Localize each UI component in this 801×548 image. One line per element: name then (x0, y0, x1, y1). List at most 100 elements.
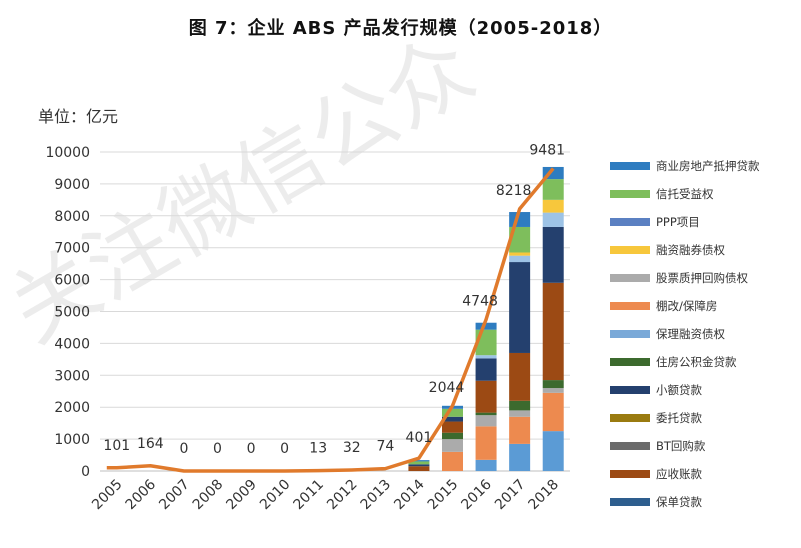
chart-title: 图 7：企业 ABS 产品发行规模（2005-2018） (188, 18, 613, 39)
data-label: 8218 (496, 183, 532, 199)
legend-label: 融资融券债权 (656, 243, 725, 257)
data-label: 0 (213, 441, 222, 457)
y-tick-label: 0 (81, 464, 90, 480)
x-tick-label: 2017 (492, 477, 529, 514)
legend-label: 股票质押回购债权 (656, 271, 748, 285)
data-label: 9481 (529, 143, 565, 159)
bar-segment (542, 212, 564, 227)
legend-swatch (610, 302, 650, 310)
bar-segment (542, 380, 564, 389)
y-tick-label: 9000 (54, 177, 90, 193)
legend-swatch (610, 190, 650, 198)
legend-label: 保理融资债权 (656, 327, 725, 341)
bar-segment (475, 415, 497, 427)
bar-segment (509, 410, 531, 417)
x-tick-label: 2009 (223, 477, 260, 514)
legend-label: 棚改/保障房 (656, 299, 717, 313)
data-label: 164 (137, 436, 164, 452)
data-label: 0 (247, 441, 256, 457)
bar-segment (509, 443, 531, 471)
x-tick-label: 2011 (291, 477, 328, 514)
legend-swatch (610, 218, 650, 226)
x-tick-label: 2007 (156, 477, 193, 514)
bar-segment (509, 255, 531, 263)
legend-swatch (610, 246, 650, 254)
legend-label: 商业房地产抵押贷款 (656, 159, 760, 173)
legend-swatch (610, 442, 650, 450)
bar-segment (475, 412, 497, 416)
bar-segment (442, 408, 463, 417)
y-tick-label: 3000 (54, 368, 90, 384)
legend-swatch (610, 414, 650, 422)
legend-swatch (610, 330, 650, 338)
y-tick-label: 4000 (54, 336, 90, 352)
bar-segment (509, 226, 531, 253)
x-tick-label: 2006 (123, 476, 160, 513)
bar-segment (408, 464, 430, 467)
bar-segment (475, 355, 497, 359)
legend-label: 应收账款 (656, 467, 702, 481)
x-tick-label: 2012 (324, 477, 361, 514)
unit-label: 单位：亿元 (38, 107, 119, 126)
legend-label: 信托受益权 (656, 187, 714, 201)
legend-label: PPP项目 (656, 215, 700, 229)
legend-swatch (610, 498, 650, 506)
y-tick-label: 6000 (54, 273, 90, 289)
bar-segment (542, 226, 564, 283)
x-tick-label: 2013 (358, 477, 395, 514)
legend-swatch (610, 358, 650, 366)
legend-label: 住房公积金贷款 (656, 355, 737, 369)
legend-label: 保单贷款 (656, 495, 702, 509)
bar-segment (475, 459, 497, 471)
bar-segment (442, 416, 463, 422)
legend-swatch (610, 162, 650, 170)
bar-segment (509, 416, 531, 444)
bar-segment (542, 179, 564, 200)
data-label: 74 (376, 439, 394, 455)
legend-label: 小额贷款 (656, 383, 702, 397)
data-label: 0 (179, 441, 188, 457)
legend-swatch (610, 274, 650, 282)
data-label: 401 (406, 430, 433, 446)
y-tick-label: 2000 (54, 400, 90, 416)
bar-segment (408, 461, 430, 465)
y-tick-label: 8000 (54, 209, 90, 225)
x-tick-label: 2010 (257, 477, 294, 514)
y-tick-label: 10000 (45, 145, 90, 161)
bar-segment (542, 199, 564, 213)
data-label: 0 (280, 441, 289, 457)
legend-label: 委托贷款 (656, 411, 702, 425)
bar-segment (408, 460, 430, 462)
bar-segment (442, 451, 463, 471)
bar-segment (542, 431, 564, 471)
bar-segment (475, 322, 497, 330)
x-tick-label: 2014 (391, 476, 428, 513)
y-tick-label: 7000 (54, 241, 90, 257)
x-tick-label: 2008 (190, 477, 227, 514)
total-line (106, 167, 555, 473)
bar-segment (475, 426, 497, 460)
bar-segment (475, 380, 497, 413)
x-tick-label: 2018 (526, 477, 563, 514)
data-label: 32 (343, 440, 361, 456)
y-tick-label: 5000 (54, 305, 90, 321)
data-label: 101 (103, 438, 130, 454)
bar-segment (475, 358, 497, 381)
x-tick-label: 2005 (89, 477, 126, 514)
bar-segment (408, 466, 430, 471)
bar-segment (509, 252, 531, 256)
data-label: 13 (309, 441, 327, 457)
bar-segment (542, 388, 564, 393)
legend-swatch (610, 470, 650, 478)
legend-label: BT回购款 (656, 439, 706, 453)
data-label: 2044 (429, 380, 465, 396)
y-tick-label: 1000 (54, 432, 90, 448)
x-tick-label: 2016 (458, 476, 495, 513)
x-tick-label: 2015 (425, 477, 462, 514)
bar-segment (542, 392, 564, 432)
bar-segment (509, 352, 531, 401)
bar-segment (442, 432, 463, 440)
bar-segment (509, 400, 531, 411)
bar-segment (542, 282, 564, 381)
data-label: 4748 (462, 294, 498, 310)
